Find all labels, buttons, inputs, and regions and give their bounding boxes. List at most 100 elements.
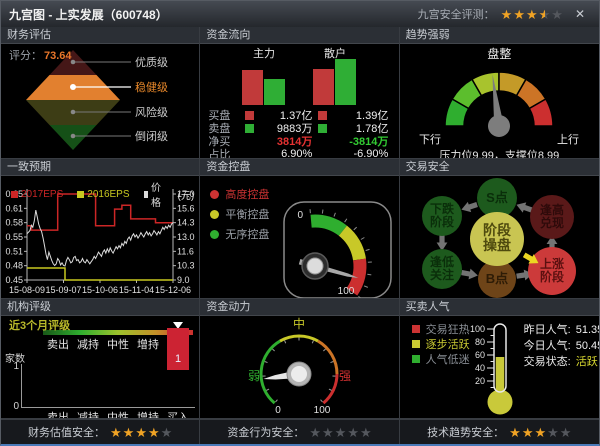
momentum-gauge: 弱 中 强 0 100 <box>248 316 351 416</box>
svg-text:逢低: 逢低 <box>430 254 454 269</box>
panel-control: 资金控盘 高度控盘 平衡控盘 无序控盘 0 100 <box>200 159 400 299</box>
svg-text:40: 40 <box>475 363 485 373</box>
panel-trend: 趋势强弱 盘整 下行 上行 压力位9.99，支撑位8.99 <box>399 27 599 159</box>
panel-control-title: 资金控盘 <box>200 159 399 176</box>
panel-trade-safety: 交易安全 S点 逢高 兑现 上涨 阶段 B点 逢低 关注 下跌 阶段 阶段 操盘 <box>399 159 599 299</box>
table-row: 净买 3814万 -3814万 <box>208 136 389 148</box>
table-row: 占比 6.90% -6.90% <box>208 148 389 159</box>
rating-bar-value: 1 <box>174 353 182 365</box>
overall-rating-label: 九宫安全评测： <box>417 9 495 21</box>
finance-level-label: 优质级 <box>135 56 168 69</box>
svg-text:11.6: 11.6 <box>177 246 194 256</box>
finance-level-label: 倒闭级 <box>135 130 168 143</box>
title-bar[interactable]: 九宫图 - 上实发展（600748） 九宫安全评测： ★ ★ ★ ★ ★ ✕ <box>1 1 599 27</box>
svg-text:上涨: 上涨 <box>540 256 564 271</box>
consensus-legend: 2017EPS 2016EPS 价格 (元) <box>11 179 194 209</box>
control-legend: 高度控盘 平衡控盘 无序控盘 <box>210 184 269 244</box>
finance-level-label-active: 稳健级 <box>135 80 168 94</box>
rating-bar-buy <box>167 328 189 370</box>
panel-popularity: 买卖人气 交易狂热 逐步活跃 人气低迷 昨日人气:51.35 今日人气:50.4… <box>399 299 599 419</box>
footer-finance-safety: 财务估值安全： ★ ★ ★ ★ ★ <box>1 420 201 444</box>
fund-flow-table: 买盘 1.37亿 1.39亿 卖盘 9883万 1.78亿 净买 <box>200 107 398 159</box>
svg-text:10.3: 10.3 <box>177 261 195 271</box>
stat-row: 今日人气:50.45 <box>523 340 599 352</box>
bar-zhuli-buy <box>242 70 264 105</box>
svg-text:20: 20 <box>475 376 485 386</box>
legend-item: 2017EPS <box>11 189 63 200</box>
fund-flow-bar-chart: 主力 散户 <box>200 44 398 105</box>
svg-text:0.51: 0.51 <box>5 246 23 256</box>
legend-item: 无序控盘 <box>210 224 269 244</box>
panel-trend-title: 趋势强弱 <box>399 27 599 44</box>
panel-consensus: 一致预期 2017EPS 2016EPS 价格 (元) 0.6517.00.61… <box>1 159 201 299</box>
svg-text:阶段: 阶段 <box>540 269 565 284</box>
footer-fund-behavior-safety: 资金行为安全： ★ ★ ★ ★ ★ <box>200 420 400 444</box>
legend-swatch <box>411 324 420 333</box>
svg-text:关注: 关注 <box>430 267 454 282</box>
panel-fund-flow-title: 资金流向 <box>200 27 399 44</box>
legend-item: 2016EPS <box>77 189 130 200</box>
legend-item: 人气低迷 <box>411 351 470 366</box>
momentum-mid-label: 中 <box>293 316 305 331</box>
svg-text:阶段: 阶段 <box>483 222 511 238</box>
legend-item: 逐步活跃 <box>411 336 470 351</box>
svg-text:14.3: 14.3 <box>177 218 195 228</box>
legend-item: 平衡控盘 <box>210 204 269 224</box>
trend-min-label: 下行 <box>419 133 441 146</box>
rating-axes <box>21 364 195 408</box>
legend-swatch <box>11 190 18 198</box>
momentum-min-label: 0 <box>276 405 282 416</box>
safety-summary-bar: 财务估值安全： ★ ★ ★ ★ ★ 资金行为安全： ★ ★ ★ ★ ★ 技术趋势安全： ★ ★ ★ ★… <box>1 419 599 444</box>
control-max-label: 100 <box>338 286 355 297</box>
popularity-stats: 昨日人气:51.35 今日人气:50.45 交易状态:活跃 <box>524 321 599 369</box>
legend-item: 高度控盘 <box>210 184 269 204</box>
finance-level-label: 风险级 <box>135 105 168 119</box>
svg-text:9.0: 9.0 <box>177 275 190 285</box>
flow-group-label: 散户 <box>323 48 346 60</box>
table-row: 卖盘 9883万 1.78亿 <box>208 123 389 135</box>
svg-text:0.58: 0.58 <box>5 218 23 228</box>
panel-fund-flow: 资金流向 主力 散户 买盘 1.37亿 <box>200 27 400 159</box>
legend-dot <box>210 229 220 239</box>
trend-status: 盘整 <box>487 47 512 61</box>
legend-swatch <box>143 190 148 198</box>
panel-popularity-title: 买卖人气 <box>399 299 599 316</box>
buy-swatch <box>317 110 327 120</box>
trend-max-label: 上行 <box>557 133 579 146</box>
overall-rating-stars: ★ ★ ★ ★ ★ <box>500 6 563 22</box>
legend-swatch <box>411 339 420 348</box>
finance-score: 评分： 73.64 <box>9 50 72 62</box>
legend-swatch <box>77 190 85 198</box>
finance-safety-stars: ★ ★ ★ ★ ★ <box>110 424 173 440</box>
footer-tech-trend-safety: 技术趋势安全： ★ ★ ★ ★ ★ <box>427 424 572 440</box>
close-icon[interactable]: ✕ <box>574 7 585 21</box>
rating-x-axis-labels: 卖出 减持 中性 增持 买入 <box>47 412 189 419</box>
trend-gauge: 下行 上行 <box>419 71 579 146</box>
panel-momentum: 资金动力 弱 中 强 0 100 <box>200 299 400 419</box>
panel-grid: 财务评估 评分： 73.64 <box>1 27 599 419</box>
svg-text:0.61: 0.61 <box>5 203 23 213</box>
rating-marker-triangle <box>173 322 183 329</box>
sell-swatch <box>244 123 254 133</box>
panel-momentum-title: 资金动力 <box>200 299 399 316</box>
svg-text:60: 60 <box>475 350 485 360</box>
svg-text:兑现: 兑现 <box>540 215 564 230</box>
buy-swatch <box>244 110 254 120</box>
tech-trend-safety-stars: ★ ★ ★ ★ ★ <box>509 424 572 440</box>
svg-text:13.0: 13.0 <box>177 232 195 242</box>
svg-text:0.45: 0.45 <box>5 275 23 285</box>
stat-row: 交易状态: 活跃 <box>523 356 598 368</box>
current-stage-arrow <box>522 252 539 264</box>
popularity-legend: 交易狂热 逐步活跃 人气低迷 <box>411 321 470 366</box>
svg-text:17.0: 17.0 <box>177 189 195 199</box>
legend-swatch <box>411 354 420 363</box>
control-min-label: 0 <box>298 210 304 221</box>
svg-text:下跌: 下跌 <box>430 201 455 216</box>
panel-consensus-title: 一致预期 <box>1 159 200 176</box>
y-tick: 1 <box>13 361 19 372</box>
svg-text:阶段: 阶段 <box>430 214 455 229</box>
bar-sanhu-buy <box>313 69 335 105</box>
svg-text:逢高: 逢高 <box>540 202 564 217</box>
